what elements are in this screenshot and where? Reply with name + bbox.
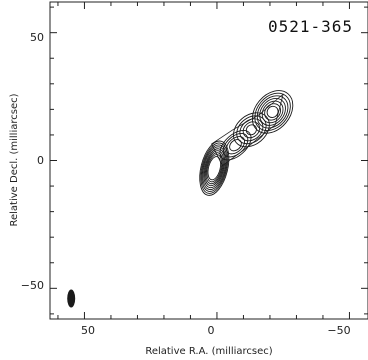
jet-knot-contour: [242, 121, 261, 139]
x-tick-label-left: 50: [81, 324, 95, 337]
x-tick-label-middle: 0: [208, 324, 215, 337]
jet-outer-contour: [256, 95, 289, 129]
jet-inner-contour: [229, 139, 242, 152]
jet-knot-contour: [233, 112, 270, 148]
contour-group: [199, 90, 294, 196]
core-contour: [204, 150, 225, 187]
y-tick-label-middle: 0: [37, 154, 44, 167]
chart-title: 0521-365: [268, 17, 353, 36]
core-contour: [203, 148, 226, 189]
core-contour: [207, 156, 222, 181]
jet-outer-contour: [259, 97, 286, 126]
jet-inner-contour: [222, 133, 249, 158]
jet-outer-contour: [266, 105, 279, 118]
jet-inner-contour: [219, 130, 252, 161]
core-contour: [200, 142, 229, 194]
jet-knot-contour: [239, 118, 264, 142]
y-axis-label: Relative Decl. (milliarcsec): [9, 93, 20, 226]
core-contour: [199, 140, 230, 196]
x-tick-label-right: −50: [327, 324, 350, 337]
x-axis-label: Relative R.A. (milliarcsec): [145, 346, 272, 357]
jet-outer-contour: [251, 90, 294, 134]
axis-ticks: [50, 2, 368, 319]
jet-inner-contour: [225, 136, 246, 155]
y-tick-label-top: 50: [30, 31, 44, 44]
beam-ellipse: [67, 289, 76, 308]
core-contour: [202, 146, 227, 191]
jet-outer-contour: [254, 92, 291, 132]
core-contour: [201, 144, 228, 192]
y-tick-label-bottom: −50: [21, 279, 44, 292]
jet-knot-contour: [245, 124, 257, 136]
core-contour: [205, 152, 224, 185]
core-contour: [206, 154, 223, 183]
jet-outer-contour: [264, 103, 282, 121]
jet-outer-contour: [261, 100, 284, 124]
